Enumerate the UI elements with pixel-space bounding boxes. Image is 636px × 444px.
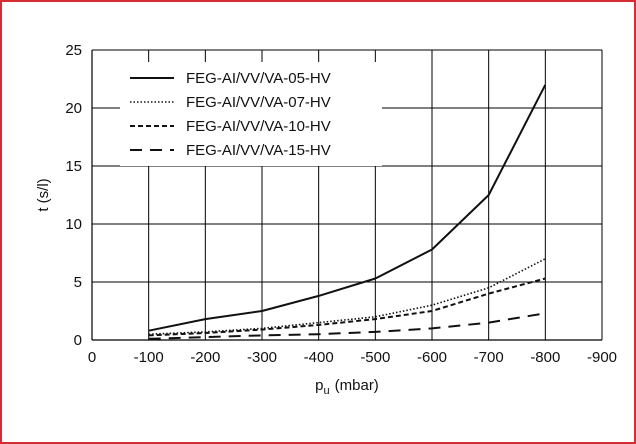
y-axis-label: t (s/l) — [35, 178, 52, 211]
x-tick-label: -700 — [474, 349, 504, 366]
x-axis-label-main: p — [315, 377, 323, 394]
series-group — [148, 84, 547, 340]
x-tick-label: -400 — [304, 349, 334, 366]
y-tick-label: 15 — [65, 158, 82, 175]
legend-label: FEG-AI/VV/VA-05-HV — [186, 70, 331, 87]
y-tick-label: 25 — [65, 42, 82, 59]
axes: 0 5 10 15 20 25 0 -100 -200 -300 -400 -500 -600 -700 -… — [65, 42, 617, 366]
x-tick-label: -300 — [247, 349, 277, 366]
series-line-2 — [148, 258, 546, 335]
legend-label: FEG-AI/VV/VA-10-HV — [186, 118, 331, 135]
series-line-1 — [148, 84, 547, 332]
x-tick-label: -200 — [190, 349, 220, 366]
legend-label: FEG-AI/VV/VA-07-HV — [186, 94, 331, 111]
y-tick-label: 20 — [65, 100, 82, 117]
series-line-3 — [148, 277, 546, 337]
x-tick-label: -500 — [360, 349, 390, 366]
x-tick-label: -100 — [134, 349, 164, 366]
x-tick-label: -800 — [530, 349, 560, 366]
x-tick-label: -900 — [587, 349, 617, 366]
x-tick-label: -600 — [417, 349, 447, 366]
x-axis-label-subscript: u — [324, 385, 330, 397]
x-axis-label-unit: (mbar) — [335, 377, 379, 394]
legend-background — [120, 62, 382, 166]
series-line-4 — [148, 312, 546, 340]
x-tick-label: 0 — [88, 349, 96, 366]
x-axis-label: pu (mbar) — [315, 377, 379, 397]
y-tick-label: 5 — [74, 274, 82, 291]
y-tick-label: 0 — [74, 332, 82, 349]
legend-label: FEG-AI/VV/VA-15-HV — [186, 142, 331, 159]
legend: FEG-AI/VV/VA-05-HV FEG-AI/VV/VA-07-HV FEG-… — [120, 62, 382, 166]
y-tick-label: 10 — [65, 216, 82, 233]
